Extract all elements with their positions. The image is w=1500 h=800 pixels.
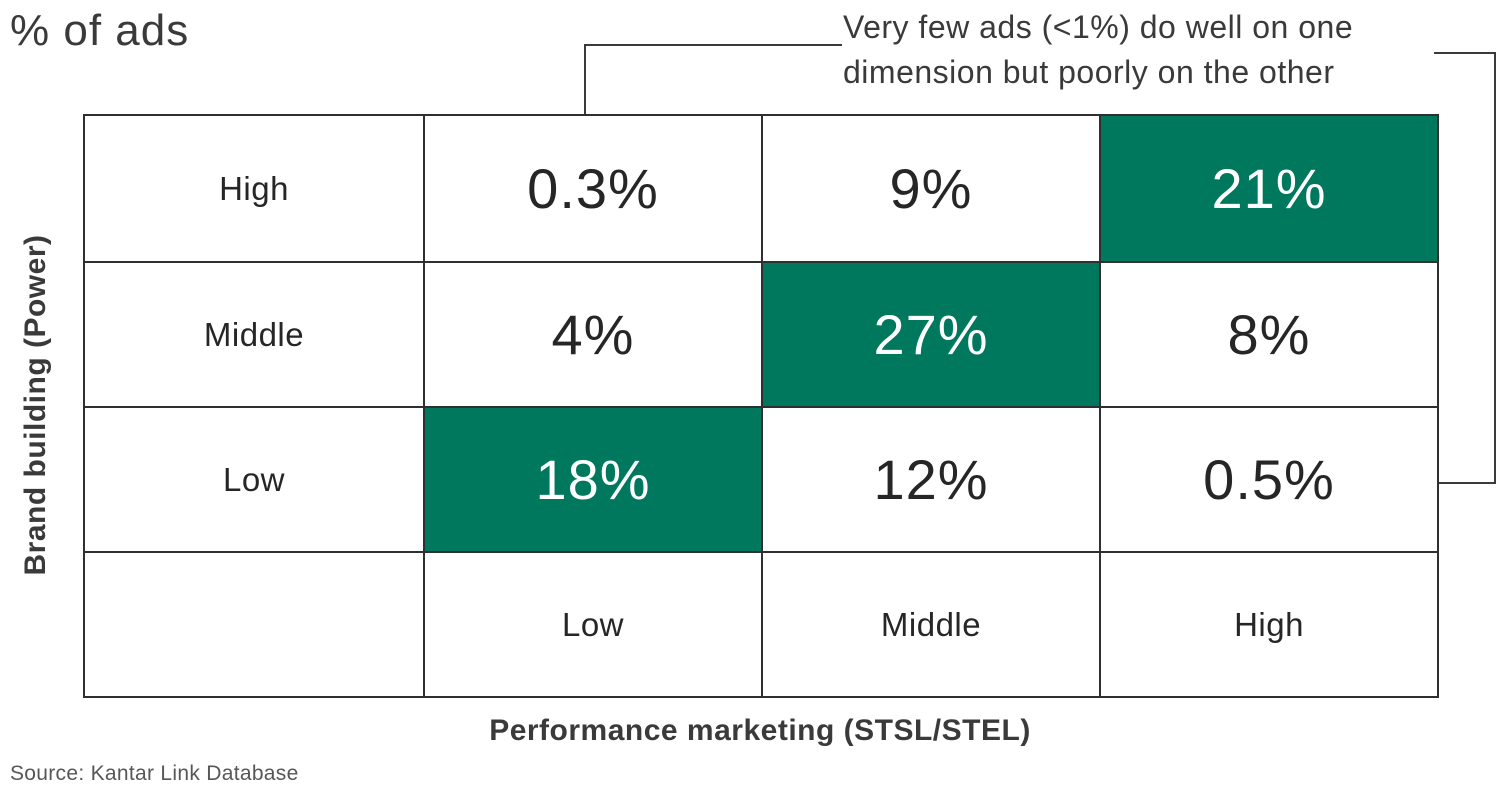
annotation-connector-line — [1434, 52, 1496, 54]
y-axis-title: Brand building (Power) — [19, 234, 52, 576]
annotation-connector-line — [584, 44, 842, 46]
value-cell-r0c2: 21% — [1099, 116, 1437, 261]
col-label-low: Low — [423, 551, 761, 696]
matrix-row-column-headers: Low Middle High — [85, 551, 1437, 696]
row-label-middle: Middle — [85, 261, 423, 406]
value-cell-r0c0: 0.3% — [423, 116, 761, 261]
annotation-text: Very few ads (<1%) do well on one dimens… — [843, 9, 1354, 90]
source-note: Source: Kantar Link Database — [10, 762, 299, 785]
col-label-middle: Middle — [761, 551, 1099, 696]
value-cell-r0c1: 9% — [761, 116, 1099, 261]
value-cell-r2c1: 12% — [761, 406, 1099, 551]
matrix-row-high: High 0.3% 9% 21% — [85, 116, 1437, 261]
annotation-connector-line — [1494, 52, 1496, 484]
corner-empty-cell — [85, 551, 423, 696]
value-cell-r2c0: 18% — [423, 406, 761, 551]
heatmap-matrix: High 0.3% 9% 21% Middle 4% 27% 8% Low 18… — [83, 114, 1439, 698]
chart-title: % of ads — [10, 6, 190, 55]
row-label-high: High — [85, 116, 423, 261]
value-cell-r2c2: 0.5% — [1099, 406, 1437, 551]
row-label-low: Low — [85, 406, 423, 551]
value-cell-r1c1: 27% — [761, 261, 1099, 406]
matrix-row-low: Low 18% 12% 0.5% — [85, 406, 1437, 551]
x-axis-title: Performance marketing (STSL/STEL) — [489, 714, 1031, 747]
matrix-row-middle: Middle 4% 27% 8% — [85, 261, 1437, 406]
annotation-connector-line — [584, 44, 586, 146]
value-cell-r1c0: 4% — [423, 261, 761, 406]
value-cell-r1c2: 8% — [1099, 261, 1437, 406]
col-label-high: High — [1099, 551, 1437, 696]
